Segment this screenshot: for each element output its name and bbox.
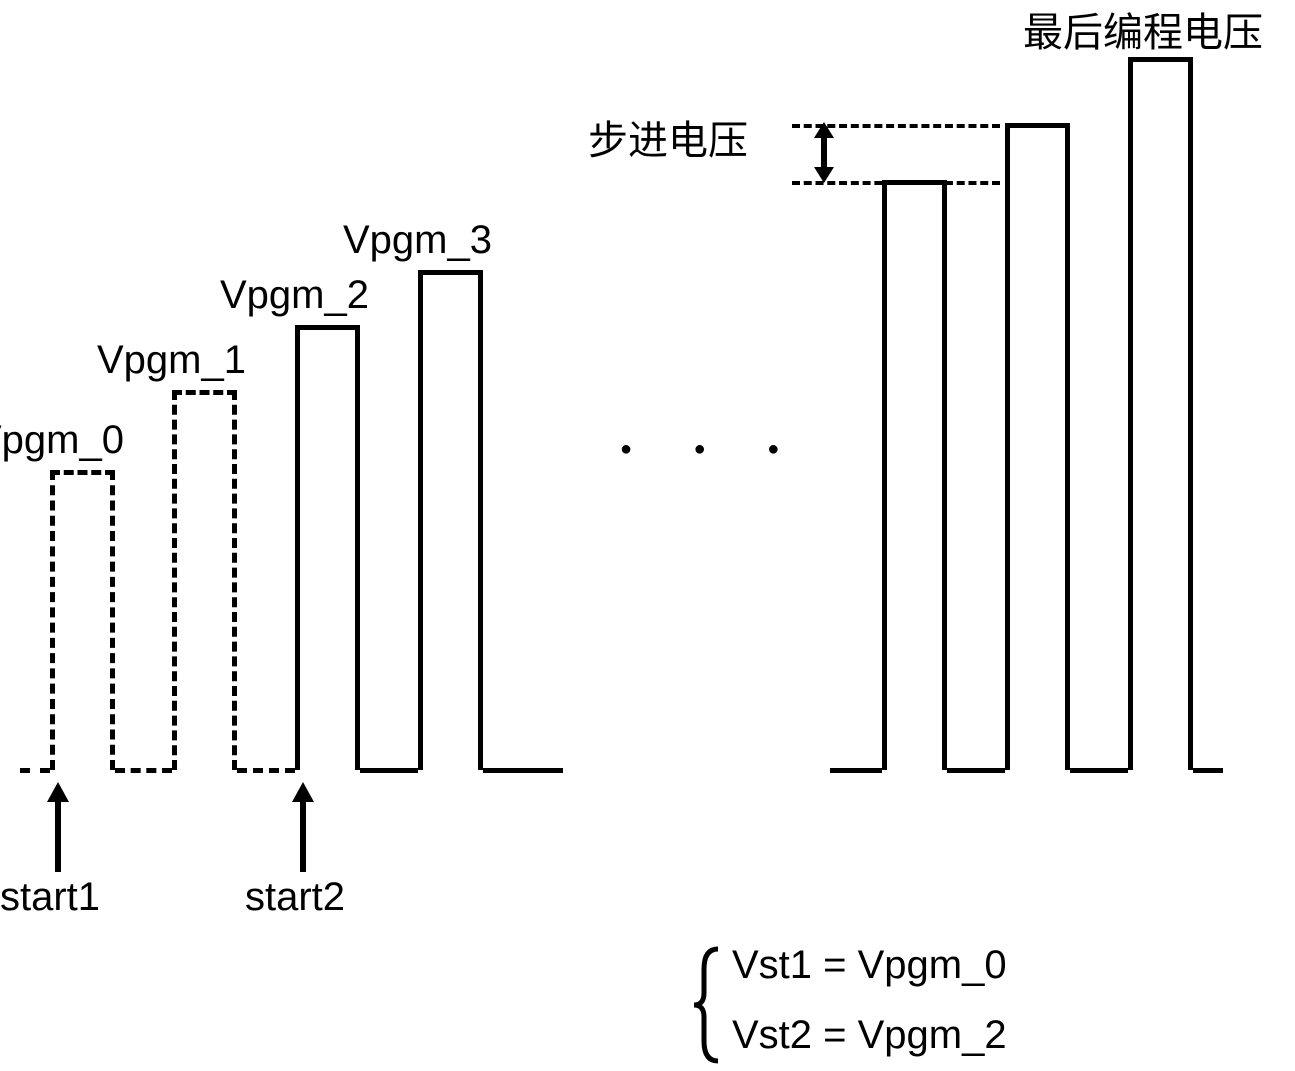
baseline-segment xyxy=(237,768,295,773)
pulse-bar xyxy=(50,470,115,770)
pulse-bar xyxy=(295,325,360,770)
eq-line-1: Vst1 = Vpgm_0 xyxy=(732,943,1007,988)
pulse-bar xyxy=(418,270,483,770)
baseline-segment xyxy=(360,768,418,773)
label-final-voltage: 最后编程电压 xyxy=(1023,0,1263,58)
start-label: start2 xyxy=(245,875,345,920)
baseline-segment xyxy=(830,768,882,773)
baseline-segment xyxy=(1070,768,1128,773)
arrow-up-icon xyxy=(43,782,73,872)
bar-label: Vpgm_0 xyxy=(0,418,124,463)
baseline-segment xyxy=(947,768,1005,773)
pulse-bar xyxy=(1128,57,1193,770)
pulse-bar xyxy=(172,390,237,770)
diagram-canvas: 最后编程电压 步进电压 ● ● ● Vst1 = Vpgm_0 Vst2 = V… xyxy=(0,0,1295,1071)
ellipsis: ● ● ● xyxy=(620,438,807,461)
bar-label: Vpgm_2 xyxy=(220,273,369,318)
bar-label: Vpgm_3 xyxy=(343,218,492,263)
pulse-bar xyxy=(1005,123,1070,770)
baseline-segment xyxy=(1193,768,1223,773)
pulse-bar xyxy=(882,180,947,770)
arrow-up-icon xyxy=(288,782,318,872)
baseline-segment xyxy=(115,768,172,773)
eq-line-2: Vst2 = Vpgm_2 xyxy=(732,1013,1007,1058)
brace-icon xyxy=(690,945,724,1070)
start-label: start1 xyxy=(0,875,100,920)
double-arrow-icon xyxy=(810,122,838,188)
baseline-segment xyxy=(483,768,563,773)
label-step-voltage: 步进电压 xyxy=(588,108,748,166)
baseline-segment xyxy=(20,768,50,773)
bar-label: Vpgm_1 xyxy=(97,338,246,383)
